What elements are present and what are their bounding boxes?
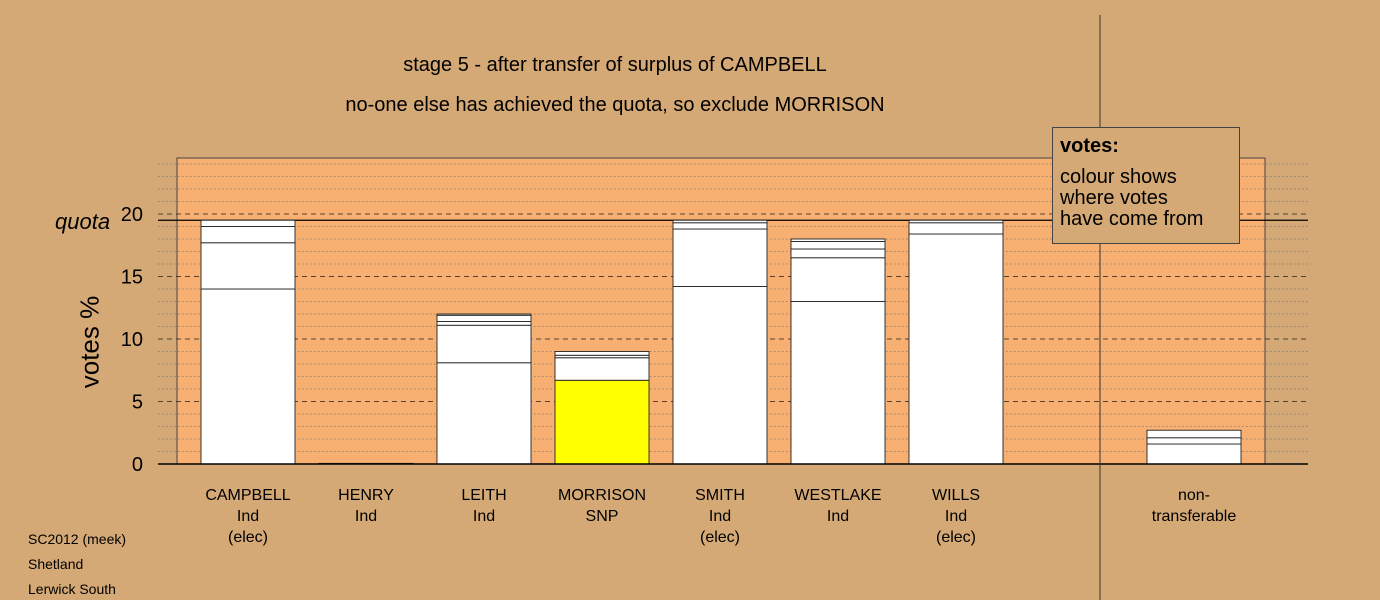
candidate-label-line: MORRISON	[558, 487, 646, 504]
y-tick-label: 5	[132, 392, 143, 414]
footer-ward: Lerwick South	[28, 581, 116, 597]
candidate-label-line: WILLS	[931, 487, 980, 504]
candidate-label: SMITH Ind (elec)	[660, 485, 780, 548]
candidate-label-line: Ind	[944, 508, 968, 525]
candidate-label-line: Ind	[236, 508, 260, 525]
y-tick-label: 20	[121, 204, 143, 226]
bar-segment-westlake	[790, 241, 886, 250]
candidate-label: LEITH Ind	[424, 485, 544, 527]
bar-segment-westlake	[790, 248, 886, 259]
footer-council: Shetland	[28, 556, 84, 572]
legend-line: colour shows	[1060, 166, 1177, 188]
candidate-label-line: SNP	[585, 508, 619, 525]
bar-segment-campbell	[200, 242, 296, 290]
quota-label: quota	[55, 209, 111, 234]
bar-segment-morrison	[554, 351, 650, 356]
legend-line: where votes	[1060, 187, 1168, 209]
candidate-label-line: (elec)	[227, 529, 268, 546]
candidate-label-line: Ind	[826, 508, 850, 525]
bar-segment-westlake	[790, 257, 886, 302]
legend-heading: votes:	[1060, 135, 1119, 157]
candidate-label-line: CAMPBELL	[205, 487, 291, 504]
bar-segment-non-transferable	[1146, 429, 1242, 439]
candidate-label: non-transferable	[1134, 485, 1254, 527]
bar-segment-leith	[436, 314, 532, 322]
y-tick-label: 0	[132, 454, 143, 476]
bar-segment-westlake	[790, 301, 886, 465]
y-tick-label: 15	[121, 267, 143, 289]
bar-segment-wills	[908, 219, 1004, 224]
y-tick-label: 10	[121, 329, 143, 351]
candidate-label-line: Ind	[354, 508, 378, 525]
legend-box: votes: colour shows where votes have com…	[1052, 127, 1240, 244]
candidate-label-line: LEITH	[461, 487, 507, 504]
candidate-label-line: Ind	[708, 508, 732, 525]
bar-segment-leith	[436, 362, 532, 465]
candidate-label-line: WESTLAKE	[794, 487, 882, 504]
bar-segment-morrison	[554, 357, 650, 381]
bar-segment-wills	[908, 233, 1004, 465]
bar-segment-leith	[436, 324, 532, 364]
legend-line: have come from	[1060, 208, 1204, 230]
bar-segment-morrison	[554, 379, 650, 465]
bar-segment-non-transferable	[1146, 443, 1242, 465]
candidate-label: WILLS Ind (elec)	[896, 485, 1016, 548]
bar-segment-smith	[672, 222, 768, 230]
bar-segment-leith	[436, 313, 532, 316]
candidate-label: CAMPBELL Ind (elec)	[188, 485, 308, 548]
bar-segment-campbell	[200, 226, 296, 244]
candidate-label-line: non-	[1177, 487, 1211, 504]
bar-segment-campbell	[200, 288, 296, 465]
candidate-label-line: (elec)	[699, 529, 740, 546]
bar-segment-smith	[672, 219, 768, 224]
bar-segment-non-transferable	[1146, 437, 1242, 445]
bar-segment-smith	[672, 228, 768, 287]
footer-method: SC2012 (meek)	[28, 531, 127, 547]
candidate-label: WESTLAKE Ind	[778, 485, 898, 527]
bar-segment-westlake	[790, 238, 886, 242]
candidate-label-line: (elec)	[935, 529, 976, 546]
bar-segment-leith	[436, 321, 532, 326]
bar-segment-wills	[908, 222, 1004, 235]
candidate-label: HENRY Ind	[306, 485, 426, 527]
y-axis-label: votes %	[74, 295, 105, 389]
bar-segment-smith	[672, 286, 768, 465]
bar-segment-campbell	[200, 219, 296, 227]
candidate-label: MORRISON SNP	[542, 485, 662, 527]
candidate-label-line: Ind	[472, 508, 496, 525]
candidate-label-line: SMITH	[695, 487, 745, 504]
candidate-label-line: transferable	[1151, 508, 1237, 525]
candidate-label-line: HENRY	[338, 487, 394, 504]
chart-title: stage 5 - after transfer of surplus of C…	[403, 54, 827, 76]
chart-subtitle: no-one else has achieved the quota, so e…	[345, 94, 885, 116]
